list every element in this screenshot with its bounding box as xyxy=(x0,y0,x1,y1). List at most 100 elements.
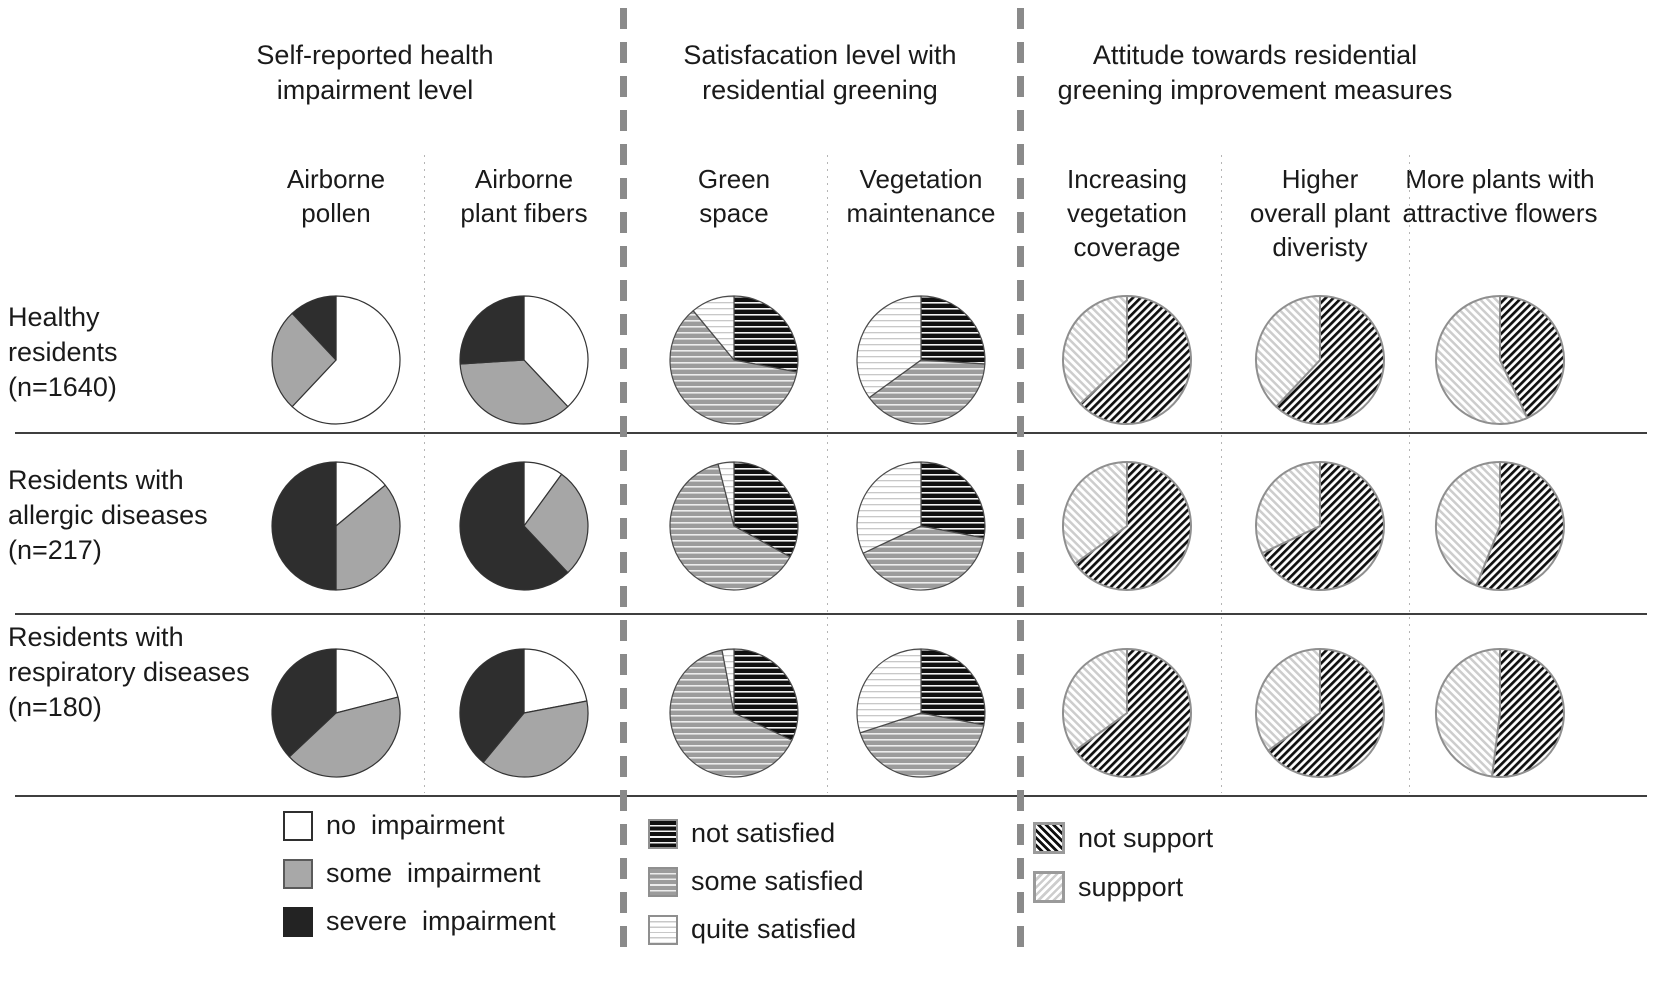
column-header-green-space: Green space xyxy=(697,164,771,228)
pie-slice xyxy=(1475,461,1565,591)
pie-slice xyxy=(669,649,793,778)
pie-slice xyxy=(1434,648,1501,778)
pie-green-space-row-1 xyxy=(669,461,799,591)
pie-slice xyxy=(669,310,798,425)
pie-slice xyxy=(1255,295,1321,408)
pie-increasing-vegetation-coverage-row-2 xyxy=(1062,648,1192,778)
pie-more-plants-with-attractive-flowers-row-0 xyxy=(1435,295,1565,425)
row-divider-line xyxy=(15,613,1647,615)
legend-item: some impairment xyxy=(283,858,556,889)
not-support-swatch-icon xyxy=(1033,822,1065,854)
group-divider-dashed xyxy=(1017,8,1024,960)
pie-airborne-plant-fibers-row-0 xyxy=(459,295,589,425)
pie-slice xyxy=(288,696,401,778)
pie-slice xyxy=(692,295,735,361)
column-separator-dotted xyxy=(1409,155,1410,793)
pie-slice xyxy=(862,525,985,591)
pie-slice xyxy=(721,648,735,714)
pie-slice xyxy=(1255,648,1321,752)
pie-slice xyxy=(523,295,589,408)
pie-slice xyxy=(1079,295,1192,425)
severe-impairment-swatch-icon xyxy=(283,906,313,937)
column-header-increasing-vegetation-coverage: Increasing vegetation coverage xyxy=(1067,164,1187,262)
row-label-respiratory-residents: Residents with respiratory diseases (n=1… xyxy=(8,622,250,722)
pie-green-space-row-0 xyxy=(669,295,799,425)
pie-slice xyxy=(856,648,922,734)
pie-airborne-plant-fibers-row-1 xyxy=(459,461,589,591)
pie-slice xyxy=(459,461,569,591)
column-separator-dotted xyxy=(1221,155,1222,793)
pie-slice xyxy=(271,461,337,591)
quite-satisfied-swatch-icon xyxy=(648,914,678,945)
legend-label: some satisfied xyxy=(691,866,864,896)
no-impairment-swatch-icon xyxy=(283,810,313,841)
pie-slice xyxy=(1435,461,1501,587)
pie-vegetation-maintenance-row-2 xyxy=(856,648,986,778)
row-divider-line xyxy=(15,795,1647,797)
legend-label: severe impairment xyxy=(326,906,556,936)
pie-higher-overall-plant-diveristy-row-0 xyxy=(1255,295,1385,425)
group-title-satisfaction: Satisfacation level with residential gre… xyxy=(683,40,957,105)
pie-slice xyxy=(459,359,569,425)
legend-item: some satisfied xyxy=(648,866,864,897)
pie-slice xyxy=(1062,461,1128,565)
pie-increasing-vegetation-coverage-row-1 xyxy=(1062,461,1192,591)
pie-slice xyxy=(856,295,922,399)
pie-slice xyxy=(1074,461,1192,591)
pie-slice xyxy=(1435,295,1529,425)
pie-slice xyxy=(1267,648,1385,778)
legend-item: no impairment xyxy=(283,810,556,841)
pie-slice xyxy=(868,359,986,425)
pie-slice xyxy=(523,648,588,714)
pie-slice xyxy=(271,312,337,408)
pie-slice xyxy=(717,461,735,527)
pie-slice xyxy=(920,648,986,726)
pie-slice xyxy=(291,295,401,425)
pie-slice xyxy=(1062,648,1128,752)
column-header-more-plants-attractive-flowers: More plants with attractive flowers xyxy=(1402,164,1598,228)
legend-item: severe impairment xyxy=(283,906,556,937)
pie-vegetation-maintenance-row-1 xyxy=(856,461,986,591)
legend-item: not support xyxy=(1033,822,1213,854)
legend-satisfaction: not satisfied some satisfied quite satis… xyxy=(648,818,864,962)
legend-label: some impairment xyxy=(326,858,541,888)
legend-impairment: no impairment some impairment severe imp… xyxy=(283,810,556,954)
pie-slice xyxy=(733,461,799,558)
legend-label: not satisfied xyxy=(691,818,836,848)
pie-slice xyxy=(459,295,525,365)
pie-slice xyxy=(1490,648,1565,778)
row-label-healthy-residents: Healthy residents (n=1640) xyxy=(8,302,118,402)
pie-slice xyxy=(859,712,985,778)
row-divider-line xyxy=(15,432,1647,434)
legend-label: suppport xyxy=(1078,871,1184,902)
pie-airborne-pollen-row-0 xyxy=(271,295,401,425)
legend-label: no impairment xyxy=(326,810,505,840)
pie-slice xyxy=(856,461,922,554)
pie-slice xyxy=(733,648,799,741)
legend-label: quite satisfied xyxy=(691,914,857,944)
pie-slice xyxy=(920,295,986,365)
not-satisfied-swatch-icon xyxy=(648,818,678,849)
pie-slice xyxy=(1499,295,1565,419)
pie-airborne-pollen-row-2 xyxy=(271,648,401,778)
column-header-airborne-pollen: Airborne pollen xyxy=(286,164,386,228)
pie-more-plants-with-attractive-flowers-row-2 xyxy=(1434,648,1565,778)
row-label-allergic-residents: Residents with allergic diseases (n=217) xyxy=(8,465,208,565)
legend-attitude: not support suppport xyxy=(1033,822,1213,920)
pie-increasing-vegetation-coverage-row-0 xyxy=(1062,295,1192,425)
group-divider-dashed xyxy=(620,8,627,960)
pie-airborne-pollen-row-1 xyxy=(271,461,401,591)
column-separator-dotted xyxy=(424,155,425,793)
column-header-vegetation-maintenance: Vegetation maintenance xyxy=(846,164,996,228)
pie-slice xyxy=(733,295,799,373)
group-title-attitude: Attitude towards residential greening im… xyxy=(1057,40,1453,105)
pie-slice xyxy=(335,461,386,527)
pie-slice xyxy=(482,700,589,778)
column-separator-dotted xyxy=(827,155,828,793)
pie-slice xyxy=(1062,295,1128,405)
some-impairment-swatch-icon xyxy=(283,858,313,889)
pie-slice xyxy=(1275,295,1385,425)
column-header-airborne-plant-fibers: Airborne plant fibers xyxy=(460,164,588,228)
group-title-health-impairment: Self-reported health impairment level xyxy=(256,40,494,105)
